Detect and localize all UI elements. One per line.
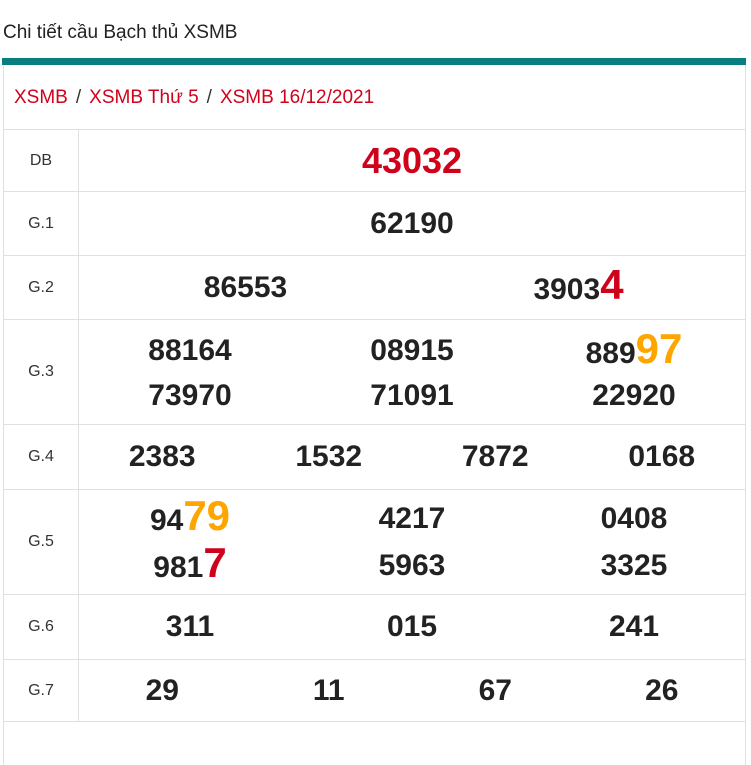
breadcrumb-xsmb[interactable]: XSMB: [14, 87, 68, 108]
number-digits: 889: [585, 336, 636, 370]
lottery-number: 08915: [370, 330, 453, 372]
lottery-number: 62190: [370, 203, 453, 245]
lottery-number: 86553: [204, 267, 287, 309]
prize-values: 29 11 67 26: [78, 659, 746, 722]
number-grid: 43032: [79, 140, 745, 182]
lottery-number: 5963: [379, 545, 446, 587]
lottery-number: 3325: [601, 545, 668, 587]
prize-label: G.3: [3, 319, 79, 425]
breadcrumb: XSMB / XSMB Thứ 5 / XSMB 16/12/2021: [14, 87, 374, 109]
number-digits: 3325: [600, 548, 668, 582]
prize-row: G.7 29 11 67 26: [3, 659, 746, 722]
number-digits: 3903: [533, 273, 601, 306]
prize-values: 311 015 241: [78, 594, 746, 660]
number-digits: 43032: [361, 139, 463, 181]
highlighted-digits: 97: [635, 324, 683, 372]
results-table: DB 43032 G.1 62190 G.2 86553 39034 G.3 88164 0891…: [3, 129, 746, 722]
number-grid: 86553 39034: [79, 264, 745, 311]
lottery-number: 11: [313, 670, 345, 712]
accent-bar: [2, 58, 746, 65]
number-digits: 22920: [592, 378, 676, 412]
number-digits: 71091: [370, 378, 454, 412]
highlighted-digits: 79: [183, 492, 231, 539]
breadcrumb-xsmb-date[interactable]: XSMB 16/12/2021: [219, 87, 375, 108]
prize-values: 88164 08915 88997 73970 71091 22920: [78, 319, 746, 425]
prize-label: DB: [3, 129, 79, 192]
number-digits: 241: [608, 610, 660, 643]
number-digits: 015: [386, 610, 438, 643]
lottery-number: 4217: [379, 498, 446, 540]
lottery-number: 9479: [150, 495, 230, 542]
lottery-number: 2383: [129, 436, 196, 478]
number-digits: 2383: [128, 440, 196, 473]
prize-label: G.7: [3, 659, 79, 722]
breadcrumb-separator: /: [206, 87, 212, 108]
prize-values: 62190: [78, 191, 746, 256]
prize-row: G.2 86553 39034: [3, 255, 746, 320]
prize-label: G.1: [3, 191, 79, 256]
number-digits: 08915: [370, 334, 454, 367]
prize-label: G.2: [3, 255, 79, 320]
lottery-number: 0408: [601, 498, 668, 540]
prize-row: G.5 9479 4217 0408 9817 5963 3325: [3, 489, 746, 595]
number-digits: 11: [312, 673, 345, 707]
number-digits: 5963: [378, 548, 446, 582]
lottery-number: 43032: [362, 140, 462, 182]
lottery-number: 71091: [370, 375, 453, 417]
number-grid: 2383 1532 7872 0168: [79, 436, 745, 478]
number-digits: 29: [145, 673, 179, 707]
highlighted-digits: 7: [203, 539, 227, 586]
number-digits: 73970: [148, 378, 232, 412]
lottery-number: 67: [479, 670, 512, 712]
number-digits: 4217: [378, 501, 446, 535]
number-digits: 94: [149, 504, 184, 537]
prize-row: G.1 62190: [3, 191, 746, 256]
prize-row: G.3 88164 08915 88997 73970 71091 22920: [3, 319, 746, 425]
lottery-number: 73970: [148, 375, 231, 417]
number-digits: 86553: [203, 270, 288, 304]
lottery-number: 88997: [585, 324, 683, 375]
lottery-number: 1532: [295, 436, 362, 478]
prize-label: G.5: [3, 489, 79, 595]
number-grid: 9479 4217 0408 9817 5963 3325: [79, 495, 745, 589]
number-digits: 311: [165, 610, 215, 643]
lottery-number: 241: [609, 606, 659, 648]
number-digits: 62190: [370, 206, 454, 240]
prize-values: 9479 4217 0408 9817 5963 3325: [78, 489, 746, 595]
lottery-number: 9817: [153, 542, 226, 589]
number-digits: 0168: [628, 440, 696, 473]
number-grid: 29 11 67 26: [79, 670, 745, 712]
prize-values: 86553 39034: [78, 255, 746, 320]
prize-label: G.6: [3, 594, 79, 660]
breadcrumb-separator: /: [75, 87, 82, 108]
lottery-number: 7872: [462, 436, 529, 478]
highlighted-digits: 4: [600, 261, 624, 308]
number-grid: 88164 08915 88997 73970 71091 22920: [79, 324, 745, 417]
number-digits: 0408: [600, 501, 668, 535]
lottery-number: 29: [146, 670, 179, 712]
lottery-number: 311: [166, 606, 214, 648]
prize-row: DB 43032: [3, 129, 746, 192]
number-grid: 311 015 241: [79, 606, 745, 648]
lottery-number: 39034: [533, 264, 623, 311]
lottery-number: 88164: [148, 330, 231, 372]
lottery-number: 26: [645, 670, 678, 712]
number-digits: 26: [645, 673, 679, 707]
number-digits: 7872: [461, 440, 529, 473]
breadcrumb-xsmb-thu-5[interactable]: XSMB Thứ 5: [89, 87, 199, 108]
prize-values: 43032: [78, 129, 746, 192]
page-title: Chi tiết cầu Bạch thủ XSMB: [3, 22, 238, 43]
number-digits: 1532: [295, 440, 363, 473]
prize-values: 2383 1532 7872 0168: [78, 424, 746, 490]
number-digits: 67: [478, 673, 512, 707]
lottery-number: 0168: [628, 436, 695, 478]
number-digits: 88164: [148, 334, 232, 367]
lottery-number: 015: [387, 606, 437, 648]
number-digits: 981: [153, 551, 204, 584]
lottery-number: 22920: [592, 375, 675, 417]
prize-label: G.4: [3, 424, 79, 490]
number-grid: 62190: [79, 203, 745, 245]
prize-row: G.6 311 015 241: [3, 594, 746, 660]
prize-row: G.4 2383 1532 7872 0168: [3, 424, 746, 490]
